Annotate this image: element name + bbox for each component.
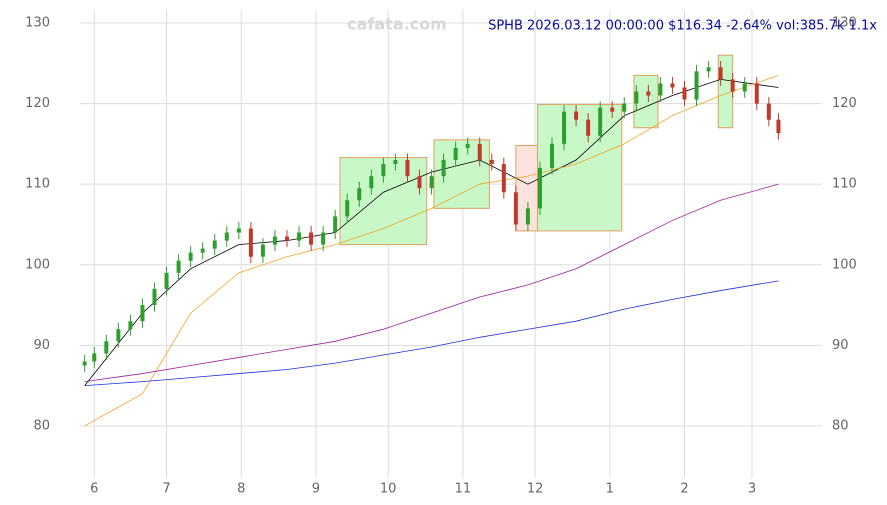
candle-body: [405, 159, 410, 177]
candle-body: [309, 232, 314, 245]
candle-body: [598, 107, 603, 136]
candle-body: [272, 236, 277, 245]
candle-body: [754, 83, 759, 104]
candle-body: [188, 252, 193, 261]
candle-body: [501, 164, 506, 193]
y-tick-label-right: 120: [832, 96, 857, 111]
candle-body: [718, 67, 723, 80]
candle-body: [706, 67, 711, 72]
candle-body: [393, 159, 398, 165]
y-tick-label-right: 130: [832, 15, 857, 30]
x-tick-label: 1: [606, 482, 614, 497]
y-tick-label-right: 90: [832, 338, 849, 353]
zone-box: [633, 74, 659, 129]
candle-body: [477, 143, 482, 160]
candle-body: [92, 353, 97, 362]
candle-body: [670, 83, 675, 88]
candle-body: [236, 228, 241, 233]
candle-body: [694, 71, 699, 100]
x-tick-label: 8: [237, 482, 245, 497]
x-tick-label: 9: [312, 482, 320, 497]
candle-body: [104, 341, 109, 354]
candle-body: [441, 159, 446, 177]
candle-body: [537, 168, 542, 209]
x-tick-label: 10: [380, 482, 397, 497]
candle-body: [224, 232, 229, 241]
y-tick-label: 100: [25, 257, 50, 272]
candle-body: [622, 103, 627, 112]
candle-body: [128, 321, 133, 330]
moving-average: [84, 74, 779, 427]
candle-body: [369, 176, 374, 189]
candle-body: [682, 87, 687, 100]
y-tick-label: 80: [33, 418, 50, 433]
y-tick-label: 130: [25, 15, 50, 30]
y-tick-label: 120: [25, 96, 50, 111]
candle-body: [285, 236, 289, 241]
candle-body: [453, 147, 458, 160]
moving-average: [84, 280, 779, 387]
x-tick-label: 2: [680, 482, 688, 497]
candle-body: [465, 143, 470, 148]
candle-body: [321, 232, 326, 245]
candle-body: [248, 228, 253, 257]
moving-average: [84, 183, 779, 383]
candle-body: [82, 361, 87, 366]
x-tick-label: 6: [90, 482, 98, 497]
x-tick-label: 11: [455, 482, 472, 497]
y-tick-label: 90: [33, 338, 50, 353]
watermark: cafata.com: [347, 15, 447, 34]
candle-body: [634, 91, 639, 104]
candle-body: [357, 188, 362, 201]
candle-body: [776, 119, 781, 134]
candle-body: [116, 329, 121, 342]
candle-body: [513, 192, 518, 225]
candle-body: [562, 111, 567, 144]
candle-body: [574, 111, 579, 120]
chart-title: SPHB 2026.03.12 00:00:00 $116.34 -2.64% …: [488, 19, 877, 34]
candle-body: [429, 176, 434, 189]
candle-body: [152, 288, 157, 306]
candle-body: [730, 79, 735, 92]
candle-body: [489, 159, 494, 165]
candle-body: [766, 103, 771, 120]
x-tick-label: 7: [162, 482, 170, 497]
y-tick-label-right: 80: [832, 418, 849, 433]
candle-body: [176, 260, 181, 273]
candle-body: [200, 248, 205, 253]
candle-body: [417, 176, 422, 189]
candle-body: [381, 164, 386, 177]
candle-body: [164, 272, 169, 289]
candle-body: [345, 200, 350, 217]
candle-body: [140, 305, 145, 322]
candle-body: [212, 240, 217, 249]
candle-body: [742, 83, 747, 92]
candle-body: [646, 91, 651, 96]
candle-body: [297, 232, 302, 241]
candle-body: [525, 208, 530, 225]
x-tick-label: 3: [748, 482, 756, 497]
y-tick-label: 110: [25, 177, 50, 192]
candle-body: [658, 83, 663, 96]
candle-body: [586, 119, 591, 136]
candle-body: [610, 107, 615, 112]
candle-body: [333, 216, 338, 233]
candle-body: [550, 143, 554, 169]
y-tick-label-right: 100: [832, 257, 857, 272]
x-tick-label: 12: [527, 482, 544, 497]
moving-average: [84, 78, 779, 386]
candle-body: [260, 244, 265, 257]
y-tick-label-right: 110: [832, 177, 857, 192]
